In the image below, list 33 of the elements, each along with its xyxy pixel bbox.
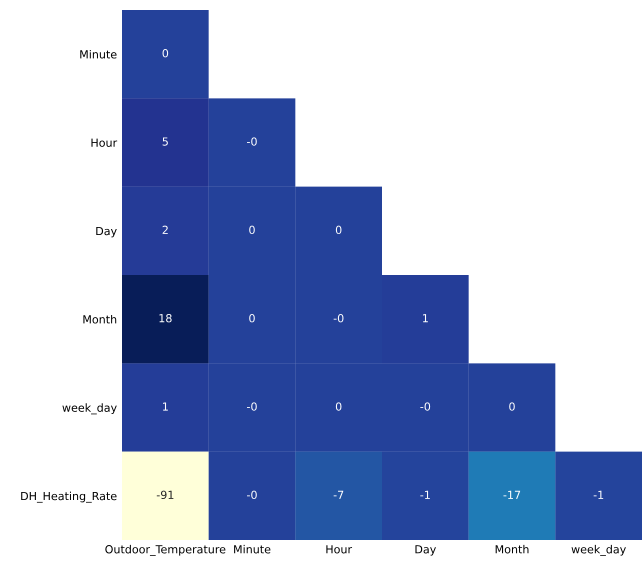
- data-label: -0: [420, 402, 430, 411]
- data-label: 0: [336, 402, 342, 411]
- data-label: -1: [594, 490, 604, 499]
- data-label: -0: [247, 402, 257, 411]
- data-label: 0: [162, 48, 168, 58]
- data-label: 0: [249, 314, 255, 322]
- x-tick-label: Day: [415, 545, 436, 556]
- data-label: 0: [509, 402, 515, 411]
- x-tick-label: week_day: [572, 544, 626, 556]
- x-tick-label: Outdoor_Temperature: [105, 544, 226, 556]
- data-label: 0: [249, 226, 255, 234]
- data-label: -0: [334, 314, 344, 322]
- x-tick-label: Month: [496, 544, 528, 554]
- data-label: -0: [247, 490, 257, 500]
- data-label: 2: [162, 226, 168, 234]
- y-tick-label: week_day: [62, 403, 117, 414]
- y-tick-label: Day: [96, 226, 117, 238]
- y-tick-label: DH_Heating_Rate: [21, 492, 117, 503]
- data-label: 1: [163, 402, 168, 411]
- data-label: 5: [162, 137, 168, 146]
- x-tick-label: Minute: [234, 544, 270, 554]
- y-tick-label: Hour: [91, 138, 118, 147]
- y-tick-label: Minute: [80, 50, 117, 59]
- data-label: -0: [247, 137, 257, 146]
- x-tick-label: Hour: [326, 545, 352, 554]
- y-tick-label: Month: [83, 314, 116, 324]
- data-label: -1: [420, 490, 430, 499]
- data-label: 18: [159, 314, 172, 322]
- data-label: -91: [156, 490, 174, 500]
- data-label: -17: [503, 490, 520, 499]
- data-label: 1: [423, 314, 428, 322]
- data-label: -7: [334, 490, 344, 499]
- data-label: 0: [336, 226, 342, 234]
